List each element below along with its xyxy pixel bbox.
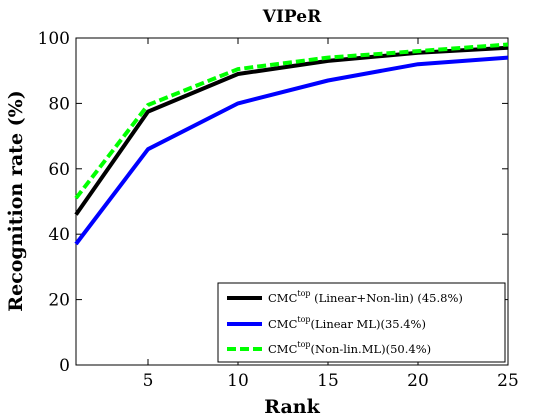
x-tick-label: 10	[227, 371, 249, 391]
legend-label-2: CMCtop(Non-lin.ML)(50.4%)	[268, 340, 431, 356]
y-tick-label: 0	[59, 356, 70, 376]
x-tick-label: 5	[143, 371, 154, 391]
x-tick-label: 20	[407, 371, 429, 391]
x-axis: 5 10 15 20 25	[143, 38, 519, 391]
x-tick-label: 25	[497, 371, 519, 391]
y-tick-label: 60	[48, 160, 70, 180]
legend-label-0: CMCtop (Linear+Non-lin) (45.8%)	[268, 289, 463, 305]
y-tick-label: 40	[48, 225, 70, 245]
y-axis-label: Recognition rate (%)	[5, 90, 27, 311]
legend-label-rest: (Linear ML)(35.4%)	[311, 317, 426, 331]
legend-label-base: CMC	[268, 317, 298, 331]
legend-label-rest: (Non-lin.ML)(50.4%)	[311, 342, 432, 356]
legend: CMCtop (Linear+Non-lin) (45.8%)CMCtop(Li…	[217, 282, 506, 363]
chart-title: VIPeR	[262, 7, 322, 27]
y-tick-label: 100	[38, 29, 70, 49]
x-tick-label: 15	[317, 371, 339, 391]
legend-label-base: CMC	[268, 291, 298, 305]
legend-label-sup: top	[297, 315, 310, 324]
legend-box	[217, 282, 506, 363]
legend-label-rest: (Linear+Non-lin) (45.8%)	[311, 291, 463, 305]
x-axis-label: Rank	[264, 396, 320, 418]
y-tick-label: 80	[48, 94, 70, 114]
legend-label-sup: top	[297, 289, 310, 298]
series-lines	[74, 42, 509, 246]
y-axis: 0 20 40 60 80 100	[38, 29, 508, 376]
legend-label-base: CMC	[268, 342, 298, 356]
y-tick-label: 20	[48, 291, 70, 311]
series-line-2	[74, 42, 509, 200]
legend-label-1: CMCtop(Linear ML)(35.4%)	[268, 315, 426, 331]
series-line-1	[74, 55, 509, 246]
legend-label-sup: top	[297, 340, 310, 349]
